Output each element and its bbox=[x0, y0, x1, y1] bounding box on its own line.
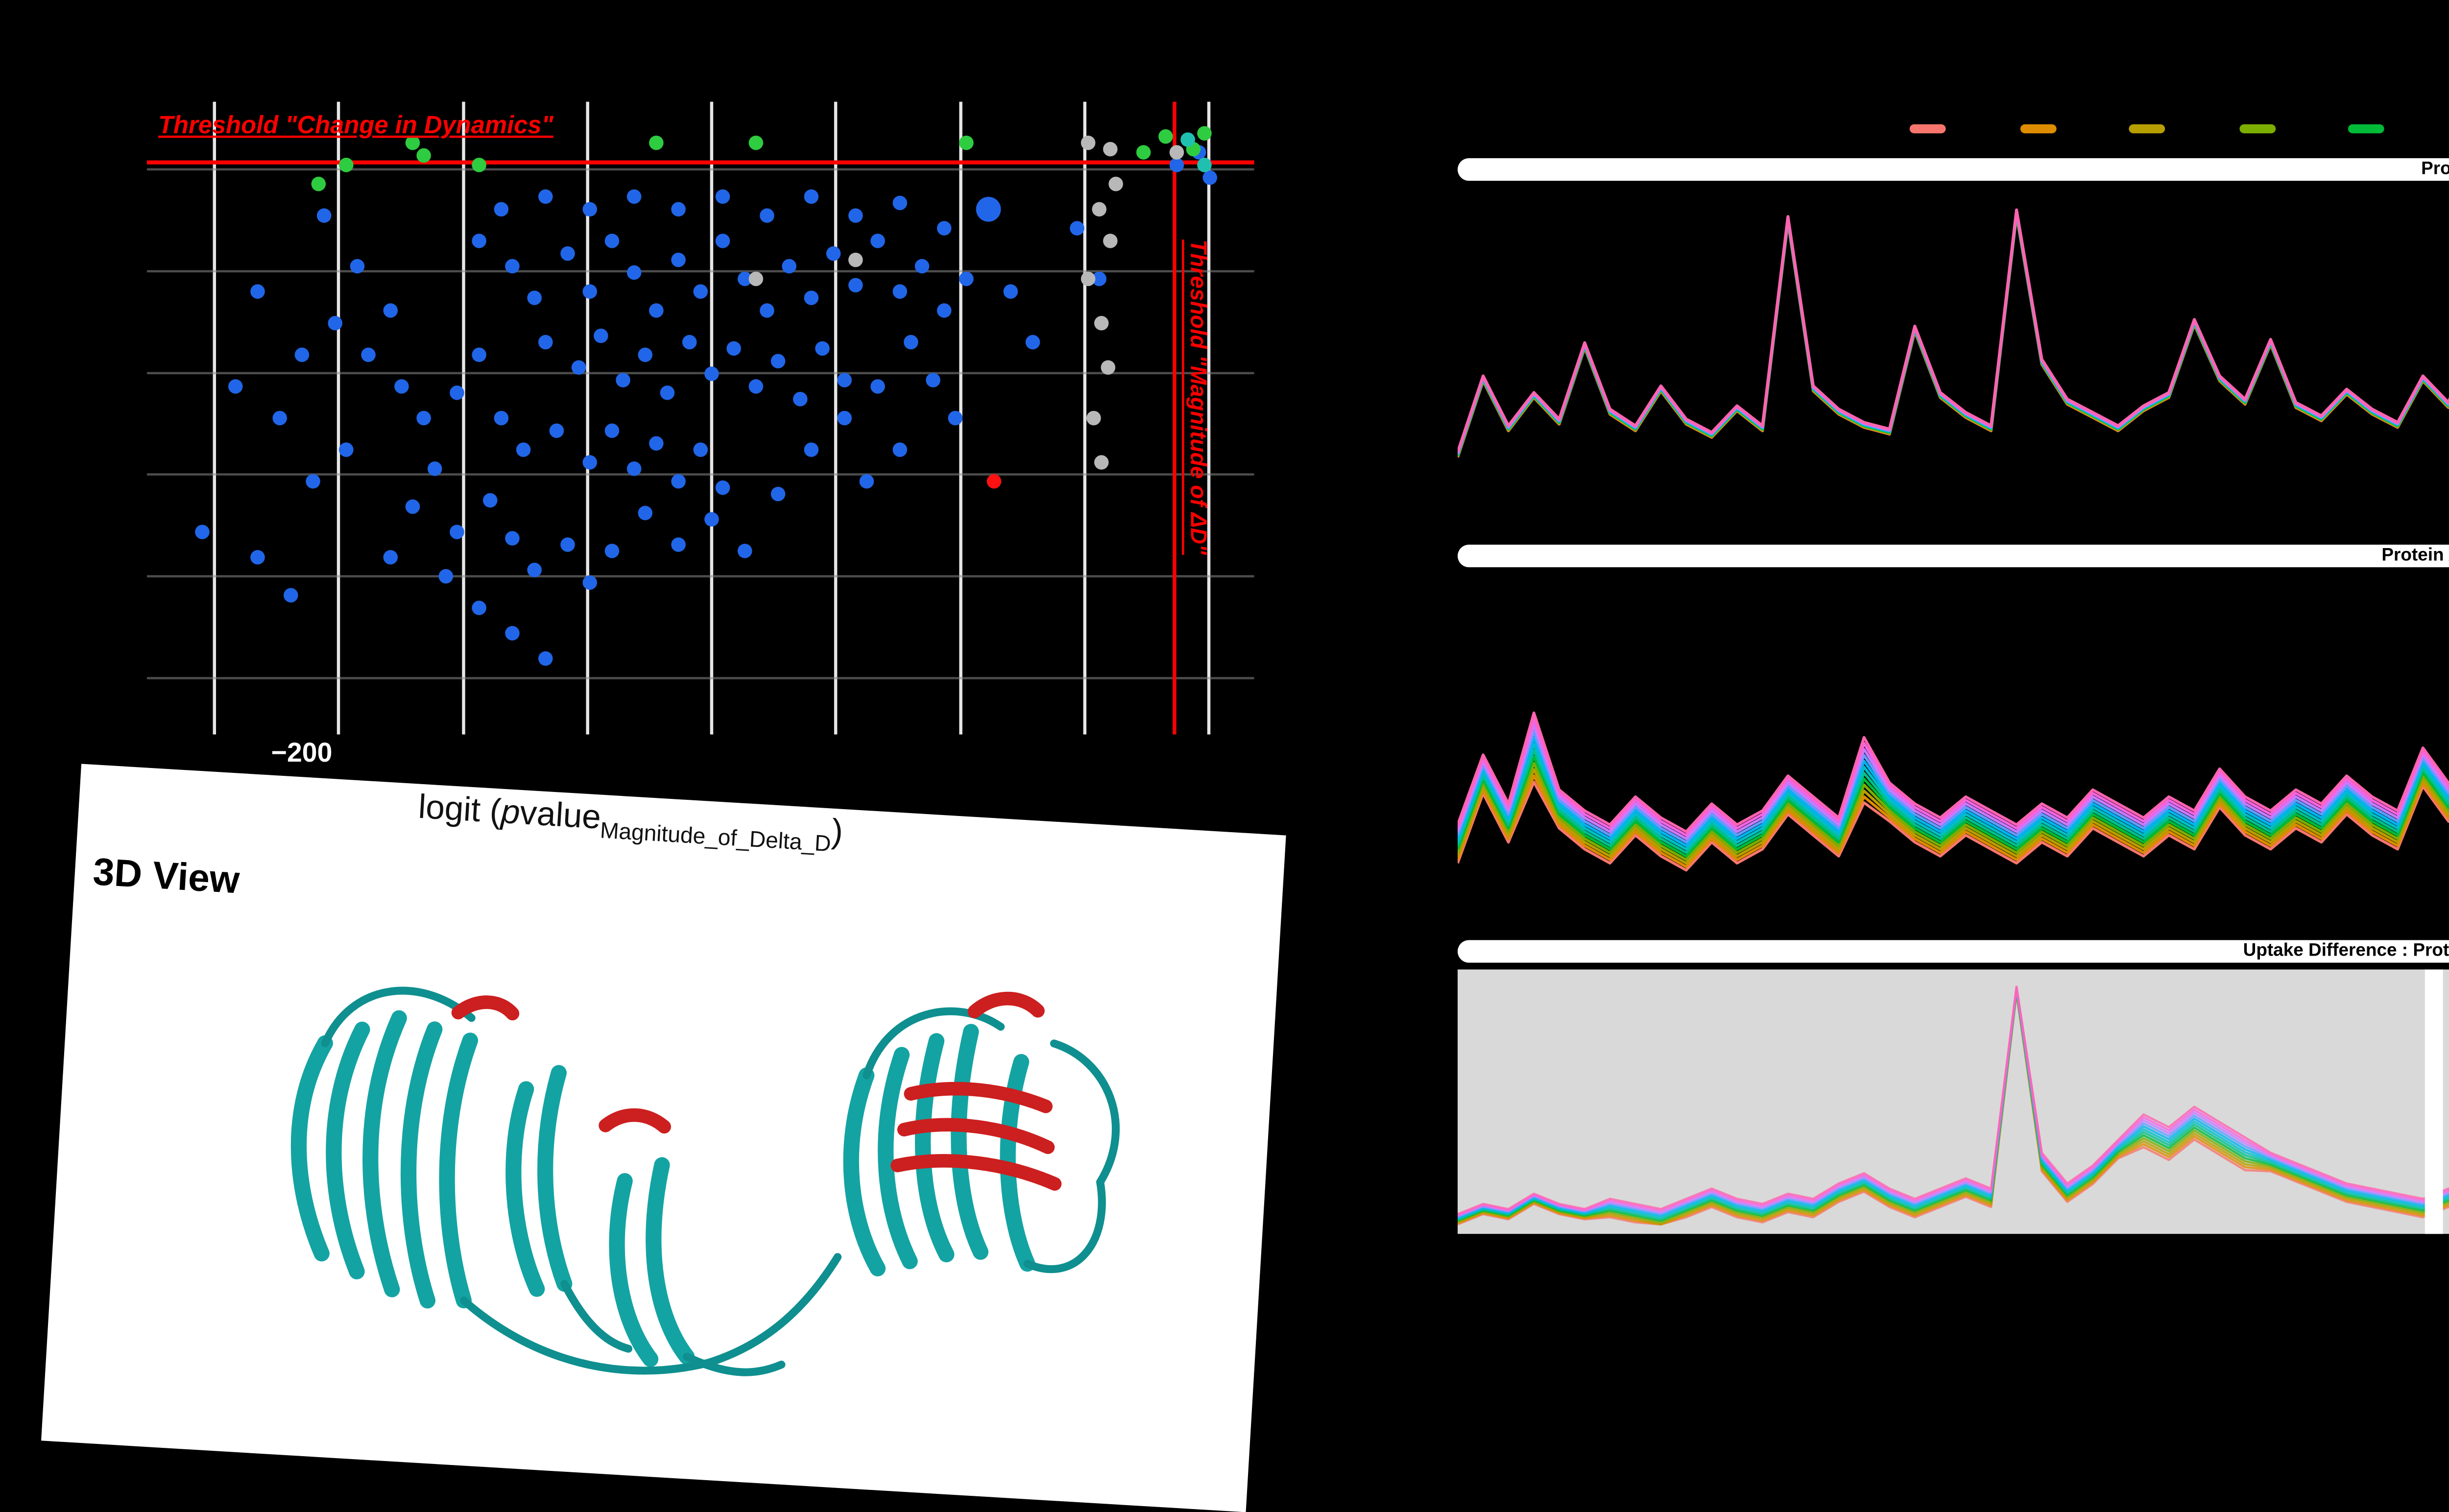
3d-view-panel[interactable]: logit (pvalueMagnitude_of_Delta_D) 3D Vi… bbox=[41, 764, 1286, 1512]
uptake-panel-protein-a-ligand: Protein A + Ligand bbox=[1457, 544, 2449, 929]
volcano-plot[interactable]: Threshold "Change in Dynamics" bbox=[146, 101, 1254, 735]
volcano-x-tick: −200 bbox=[271, 737, 333, 768]
axis-label-suffix: ) bbox=[830, 813, 844, 852]
uptake-panel-protein-a: Protein A bbox=[1457, 158, 2449, 524]
axis-label-p: p bbox=[500, 793, 521, 833]
uptake-lines-protein-a-ligand bbox=[1458, 574, 2449, 936]
panel-title-bar-uptake-difference: Uptake Difference : Protein A - (Protein… bbox=[1457, 940, 2449, 963]
axis-label-value: value bbox=[519, 794, 602, 838]
uptake-lines-protein-a bbox=[1458, 188, 2449, 531]
threshold-magnitude-label: Threshold "Magnitude of ΔD" bbox=[1184, 240, 1209, 555]
axis-label-subscript: Magnitude_of_Delta_D bbox=[599, 819, 832, 859]
uptake-chart-protein-a-ligand[interactable] bbox=[1458, 574, 2449, 936]
panel-title-bar-protein-a-ligand: Protein A + Ligand bbox=[1457, 544, 2449, 568]
uptake-difference-chart[interactable] bbox=[1457, 969, 2449, 1234]
legend-timepoint-dash[interactable] bbox=[2348, 124, 2384, 134]
timepoint-legend bbox=[1909, 124, 2449, 134]
panel-title-protein-a-ligand: Protein A + Ligand bbox=[2381, 544, 2449, 565]
volcano-scatter-canvas[interactable] bbox=[146, 101, 1254, 735]
volcano-x-axis-label: logit (pvalueMagnitude_of_Delta_D) bbox=[417, 789, 844, 859]
uptake-chart-protein-a[interactable] bbox=[1458, 188, 2449, 531]
legend-timepoint-dash[interactable] bbox=[2019, 124, 2056, 134]
protein-ribbon-red bbox=[451, 991, 1062, 1191]
panel-title-bar-protein-a: Protein A bbox=[1457, 158, 2449, 181]
legend-timepoint-dash[interactable] bbox=[2238, 124, 2275, 134]
legend-timepoint-dash[interactable] bbox=[1909, 124, 1946, 134]
panel-title-uptake-difference: Uptake Difference : Protein A - (Protein… bbox=[2243, 940, 2449, 960]
protein-structure[interactable] bbox=[167, 911, 1167, 1476]
uptake-difference-panel: Uptake Difference : Protein A - (Protein… bbox=[1457, 940, 2449, 1234]
3d-view-title: 3D View bbox=[92, 850, 241, 902]
app-canvas: Threshold "Change in Dynamics" Threshold… bbox=[41, 101, 2449, 1512]
axis-label-prefix: logit ( bbox=[417, 788, 503, 832]
plot-gap-stripe bbox=[2425, 969, 2443, 1234]
threshold-change-in-dynamics-label: Threshold "Change in Dynamics" bbox=[158, 113, 553, 141]
protein-ribbon-teal bbox=[290, 1010, 1035, 1367]
uptake-difference-lines bbox=[1458, 969, 2449, 1234]
legend-timepoint-dash[interactable] bbox=[2129, 124, 2165, 134]
panel-title-protein-a: Protein A bbox=[2421, 158, 2449, 179]
